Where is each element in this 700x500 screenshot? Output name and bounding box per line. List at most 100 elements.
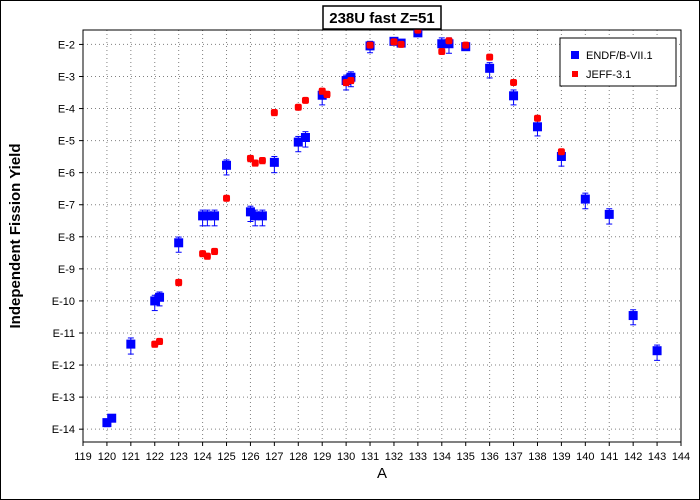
title-box: 238U fast Z=51 — [322, 5, 442, 30]
endf-data-point — [222, 160, 232, 170]
x-tick-label: 132 — [385, 451, 403, 463]
endf-data-point — [102, 418, 112, 428]
x-tick-label: 138 — [528, 451, 546, 463]
x-tick-label: 144 — [672, 451, 690, 463]
jeff-data-point — [258, 156, 266, 164]
endf-data-point — [250, 211, 260, 221]
y-tick-label: E-14 — [52, 424, 75, 436]
jeff-data-point — [251, 159, 259, 167]
x-tick-label: 119 — [74, 451, 92, 463]
y-tick-label: E-11 — [53, 328, 75, 340]
jeff-data-point — [438, 48, 446, 56]
legend: ENDF/B-VII.1 JEFF-3.1 — [559, 37, 677, 87]
legend-swatch-endf — [571, 51, 579, 59]
x-tick-label: 123 — [170, 451, 188, 463]
endf-data-point — [198, 211, 208, 221]
y-tick-label: E-7 — [58, 200, 75, 212]
legend-swatch-jeff — [572, 71, 578, 77]
endf-data-point — [174, 238, 184, 248]
y-tick-label: E-13 — [52, 392, 75, 404]
endf-data-point — [437, 39, 447, 49]
legend-frame — [559, 37, 677, 87]
x-tick-label: 125 — [217, 451, 235, 463]
jeff-data-point — [397, 40, 405, 48]
x-tick-label: 129 — [313, 451, 331, 463]
jeff-data-point — [366, 41, 374, 49]
endf-data-point — [556, 151, 566, 161]
y-tick-label: E-10 — [52, 296, 75, 308]
y-tick-label: E-2 — [58, 39, 75, 51]
x-tick-label: 121 — [122, 451, 140, 463]
y-tick-label: E-5 — [58, 136, 75, 148]
x-tick-label: 128 — [289, 451, 307, 463]
x-tick-label: 131 — [361, 451, 379, 463]
endf-data-point — [580, 194, 590, 204]
x-tick-label: 140 — [576, 451, 594, 463]
endf-data-point — [269, 157, 279, 167]
x-tick-label: 126 — [241, 451, 259, 463]
y-tick-label: E-8 — [58, 232, 75, 244]
endf-data-point — [293, 137, 303, 147]
y-axis: E-2 E-3 E-4 E-5 E-6 E-7 E-8 E-9 E-10 E-11 E-12 E-13… — [52, 39, 83, 436]
endf-data-point — [509, 91, 519, 101]
y-tick-label: E-6 — [58, 168, 75, 180]
x-axis-label: A — [377, 465, 387, 482]
y-tick-label: E-3 — [58, 71, 75, 83]
y-tick-label: E-12 — [52, 360, 75, 372]
jeff-data-point — [175, 278, 183, 286]
endf-data-point — [532, 122, 542, 132]
jeff-data-point — [445, 37, 453, 45]
x-tick-label: 142 — [624, 451, 642, 463]
endf-data-point — [628, 311, 638, 321]
jeff-data-point — [246, 154, 254, 162]
endf-data-point — [107, 413, 117, 423]
jeff-data-point — [347, 76, 355, 84]
endf-data-point — [210, 211, 220, 221]
jeff-data-point — [294, 103, 302, 111]
x-tick-label: 135 — [457, 451, 475, 463]
plot-area-frame — [82, 29, 682, 443]
jeff-data-point — [323, 90, 331, 98]
x-tick-label: 130 — [337, 451, 355, 463]
x-tick-label: 124 — [193, 451, 211, 463]
jeff-data-point — [301, 96, 309, 104]
x-tick-label: 143 — [648, 451, 666, 463]
chart-title: 238U fast Z=51 — [329, 10, 434, 27]
endf-data-point — [202, 211, 212, 221]
data-marks — [102, 26, 662, 428]
endf-data-point — [317, 90, 327, 100]
x-tick-label: 133 — [409, 451, 427, 463]
endf-data-point — [652, 346, 662, 356]
x-tick-label: 141 — [600, 451, 618, 463]
jeff-data-point — [211, 247, 219, 255]
x-tick-label: 136 — [480, 451, 498, 463]
jeff-data-point — [557, 148, 565, 156]
endf-data-point — [485, 63, 495, 73]
jeff-data-point — [462, 41, 470, 49]
jeff-data-point — [270, 109, 278, 117]
jeff-data-point — [390, 38, 398, 46]
endf-data-point — [155, 292, 165, 302]
x-tick-label: 137 — [504, 451, 522, 463]
endf-data-point — [300, 133, 310, 143]
endf-data-point — [604, 209, 614, 219]
jeff-data-point — [223, 194, 231, 202]
endf-data-point — [126, 339, 136, 349]
x-tick-label: 122 — [146, 451, 164, 463]
jeff-data-point — [156, 337, 164, 345]
y-tick-label: E-9 — [58, 264, 75, 276]
title-frame — [322, 5, 442, 30]
y-axis-label: Independent Fission Yield — [7, 143, 24, 328]
legend-label-endf: ENDF/B-VII.1 — [586, 50, 653, 62]
jeff-data-point — [486, 53, 494, 61]
jeff-data-point — [510, 78, 518, 86]
legend-label-jeff: JEFF-3.1 — [586, 69, 631, 81]
x-tick-label: 134 — [433, 451, 451, 463]
x-tick-label: 127 — [265, 451, 283, 463]
x-tick-label: 139 — [552, 451, 570, 463]
endf-data-point — [257, 211, 267, 221]
jeff-data-point — [203, 252, 211, 260]
jeff-data-point — [533, 114, 541, 122]
x-tick-label: 120 — [98, 451, 116, 463]
